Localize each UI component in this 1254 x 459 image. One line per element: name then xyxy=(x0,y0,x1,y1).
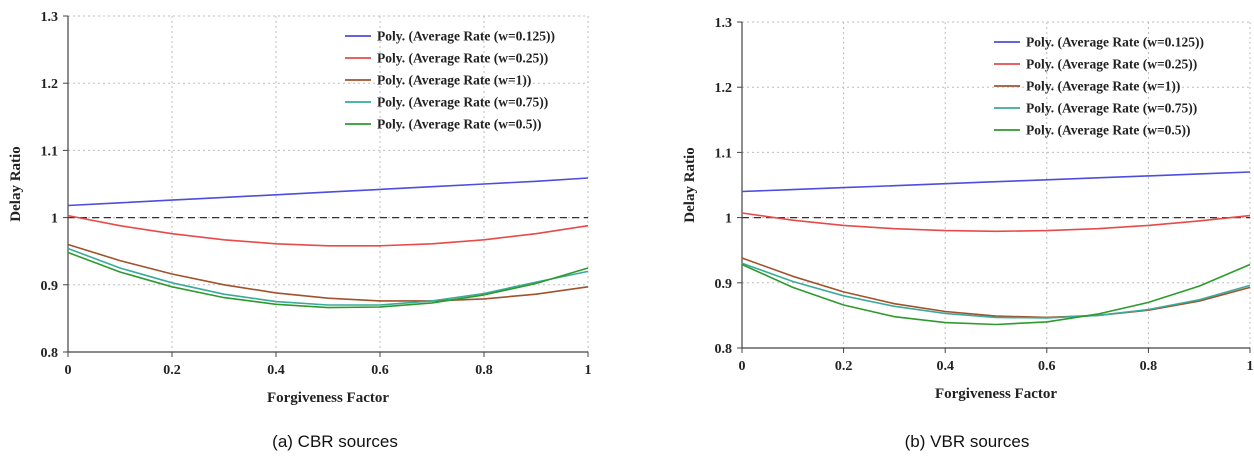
legend-entry-label: Poly. (Average Rate (w=0.75)) xyxy=(377,95,548,110)
y-tick-label: 0.9 xyxy=(715,277,733,292)
caption-cbr-sources: (a) CBR sources xyxy=(272,432,398,451)
series-line xyxy=(67,251,589,309)
x-tick-label: 0.4 xyxy=(267,363,285,378)
y-tick-label: 0.8 xyxy=(41,346,59,361)
caption-vbr-sources: (b) VBR sources xyxy=(904,432,1030,451)
y-axis-label: Delay Ratio xyxy=(8,146,24,221)
x-tick-label: 0 xyxy=(739,359,746,374)
plot-area xyxy=(68,16,588,352)
x-tick-label: 0.6 xyxy=(371,363,389,378)
series-line xyxy=(67,243,589,302)
y-tick-label: 1.1 xyxy=(715,146,733,161)
legend-entry-label: Poly. (Average Rate (w=1)) xyxy=(1026,79,1180,94)
y-tick-label: 1.2 xyxy=(715,81,733,96)
x-tick-label: 0.2 xyxy=(835,359,853,374)
x-tick-label: 0.4 xyxy=(936,359,954,374)
legend-entry-label: Poly. (Average Rate (w=0.5)) xyxy=(377,117,542,132)
y-tick-label: 0.8 xyxy=(715,342,733,357)
y-tick-label: 1 xyxy=(51,212,58,227)
x-tick-label: 0 xyxy=(65,363,72,378)
x-tick-label: 1 xyxy=(1247,359,1254,374)
x-tick-label: 0.2 xyxy=(163,363,181,378)
series-line xyxy=(741,171,1251,193)
y-tick-label: 1 xyxy=(725,212,732,227)
y-tick-label: 0.9 xyxy=(41,279,59,294)
series-line xyxy=(741,212,1251,233)
x-axis-label: Forgiveness Factor xyxy=(935,386,1057,402)
x-tick-label: 1 xyxy=(585,363,592,378)
series-line xyxy=(741,262,1251,319)
series-line xyxy=(741,257,1251,319)
y-axis-label: Delay Ratio xyxy=(682,147,698,222)
y-tick-label: 1.3 xyxy=(41,10,59,25)
x-tick-label: 0.8 xyxy=(1140,359,1158,374)
chart-vbr-sources: 0 0.2 0.4 0.6 0.8 1 0.8 0.9 1 1.1 1.2 1.3 Forgivenes… xyxy=(682,16,1254,402)
plot-area xyxy=(742,22,1250,348)
series-line xyxy=(67,214,589,247)
chart-panel-cbr: 0 0.2 0.4 0.6 0.8 1 0.8 0.9 1 1.1 1.2 1.3 Forgivenes… xyxy=(0,0,620,459)
legend-entry-label: Poly. (Average Rate (w=0.25)) xyxy=(377,51,548,66)
legend-entry-label: Poly. (Average Rate (w=0.125)) xyxy=(377,29,555,44)
x-tick-label: 0.6 xyxy=(1038,359,1056,374)
y-tick-label: 1.2 xyxy=(41,77,59,92)
legend-entry-label: Poly. (Average Rate (w=1)) xyxy=(377,73,531,88)
legend-entry-label: Poly. (Average Rate (w=0.5)) xyxy=(1026,123,1191,138)
x-tick-label: 0.8 xyxy=(475,363,493,378)
y-tick-label: 1.3 xyxy=(715,16,733,31)
series-line xyxy=(741,263,1251,326)
chart-cbr-sources: 0 0.2 0.4 0.6 0.8 1 0.8 0.9 1 1.1 1.2 1.3 Forgivenes… xyxy=(8,10,592,406)
legend-entry-label: Poly. (Average Rate (w=0.75)) xyxy=(1026,101,1197,116)
legend-entry-label: Poly. (Average Rate (w=0.125)) xyxy=(1026,35,1204,50)
series-line xyxy=(67,247,589,306)
legend-entry-label: Poly. (Average Rate (w=0.25)) xyxy=(1026,57,1197,72)
series-line xyxy=(67,177,589,207)
y-tick-label: 1.1 xyxy=(41,144,59,159)
x-axis-label: Forgiveness Factor xyxy=(267,390,389,406)
chart-panel-vbr: 0 0.2 0.4 0.6 0.8 1 0.8 0.9 1 1.1 1.2 1.3 Forgivenes… xyxy=(634,0,1254,459)
